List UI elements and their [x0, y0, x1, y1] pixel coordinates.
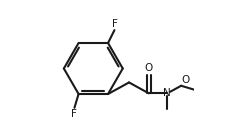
Text: O: O: [181, 75, 189, 85]
Text: O: O: [144, 63, 152, 73]
Text: F: F: [70, 109, 76, 119]
Text: N: N: [163, 88, 170, 98]
Text: F: F: [112, 19, 117, 29]
